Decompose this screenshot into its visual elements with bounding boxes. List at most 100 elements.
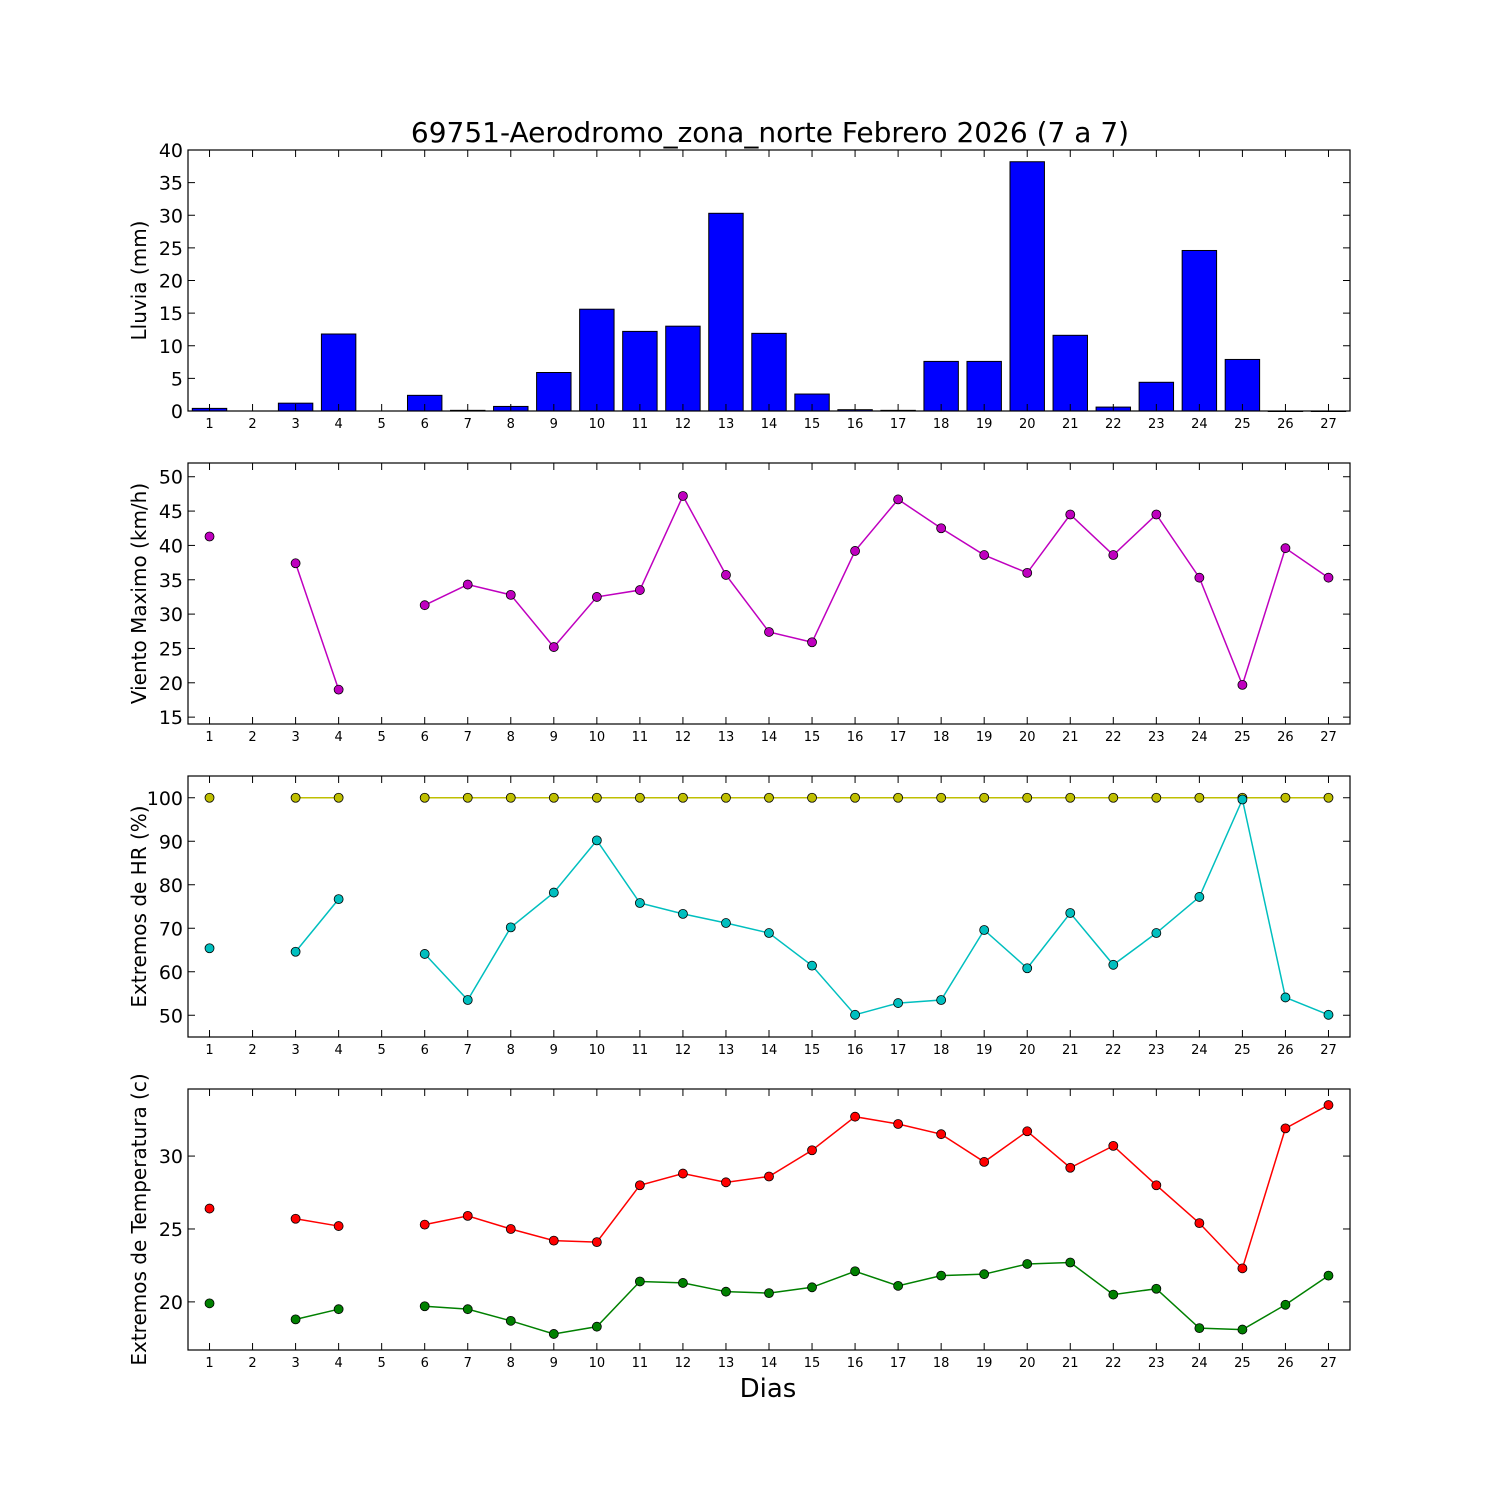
series-line: [295, 1261, 1329, 1335]
data-point: [936, 1270, 947, 1281]
x-tick-label: 15: [804, 730, 821, 745]
data-point: [1065, 1162, 1076, 1173]
data-point: [850, 546, 860, 556]
x-tick-label: 2: [248, 417, 256, 432]
bar: [1009, 161, 1045, 412]
x-tick-label: 11: [632, 1043, 649, 1058]
x-tick-label: 13: [718, 1043, 735, 1058]
y-tick-label: 35: [159, 173, 183, 195]
data-point: [721, 1286, 731, 1297]
y-axis-label: Lluvia (mm): [127, 221, 151, 341]
x-tick-label: 4: [334, 417, 342, 432]
series-line: [294, 494, 1329, 690]
y-tick-label: 45: [159, 501, 183, 523]
x-tick-label: 14: [761, 730, 778, 745]
data-point: [1323, 792, 1334, 803]
data-point: [850, 792, 860, 803]
x-tick-label: 8: [507, 1356, 515, 1371]
x-tick-label: 26: [1277, 1043, 1294, 1058]
x-tick-label: 24: [1191, 730, 1208, 745]
data-point: [1151, 1283, 1162, 1294]
x-tick-label: 4: [334, 1356, 342, 1371]
x-tick-label: 12: [675, 1043, 692, 1058]
x-tick-label: 3: [291, 1356, 299, 1371]
data-point: [1194, 572, 1205, 583]
data-point: [893, 998, 904, 1008]
x-tick-label: 12: [675, 730, 692, 745]
data-point: [764, 1171, 774, 1182]
bar: [1052, 334, 1088, 412]
data-point: [548, 642, 559, 652]
data-point: [419, 792, 430, 803]
x-tick-label: 13: [718, 1356, 735, 1371]
x-tick-label: 25: [1234, 1356, 1251, 1371]
data-point: [678, 491, 688, 501]
x-tick-label: 16: [847, 1043, 864, 1058]
data-point: [462, 1210, 473, 1221]
x-tick-label: 17: [890, 730, 907, 745]
x-tick-label: 18: [933, 417, 950, 432]
x-axis-label: Dias: [740, 1374, 797, 1404]
x-tick-label: 10: [589, 730, 606, 745]
data-point: [204, 792, 215, 803]
data-point: [678, 1278, 688, 1288]
x-tick-label: 5: [378, 1043, 386, 1058]
data-point: [290, 1213, 301, 1224]
bar: [708, 212, 744, 412]
data-point: [1151, 792, 1162, 803]
series-line: [295, 797, 1329, 1016]
x-tick-label: 26: [1277, 730, 1294, 745]
data-point: [936, 995, 947, 1005]
x-tick-label: 21: [1062, 1356, 1079, 1371]
data-point: [462, 792, 473, 803]
x-tick-label: 1: [205, 1043, 213, 1058]
data-point: [721, 570, 731, 580]
x-tick-label: 5: [378, 1356, 386, 1371]
x-tick-label: 15: [804, 417, 821, 432]
y-tick-label: 15: [159, 707, 183, 729]
data-point: [1323, 1100, 1334, 1110]
data-point: [1237, 679, 1248, 690]
x-tick-label: 20: [1019, 1356, 1036, 1371]
data-point: [807, 1282, 817, 1293]
data-point: [505, 1224, 516, 1234]
y-tick-label: 70: [159, 918, 183, 940]
x-tick-label: 15: [804, 1043, 821, 1058]
data-point: [1108, 550, 1119, 560]
data-point: [936, 1129, 947, 1140]
x-tick-label: 9: [550, 730, 558, 745]
data-point: [333, 1221, 344, 1231]
data-point: [462, 1304, 473, 1315]
y-tick-label: 80: [159, 875, 183, 897]
x-tick-label: 12: [675, 1356, 692, 1371]
data-point: [204, 943, 215, 954]
data-point: [419, 1301, 430, 1312]
x-tick-label: 24: [1191, 1043, 1208, 1058]
y-tick-label: 25: [159, 638, 183, 660]
x-tick-label: 14: [761, 417, 778, 432]
data-point: [290, 558, 301, 569]
data-point: [548, 1235, 559, 1246]
data-point: [1323, 572, 1334, 583]
bar: [320, 333, 357, 412]
chart-title: 69751-Aerodromo_zona_norte Febrero 2026 …: [411, 116, 1129, 149]
data-point: [807, 1145, 817, 1156]
x-tick-label: 23: [1148, 1043, 1165, 1058]
x-tick-label: 6: [421, 417, 429, 432]
x-tick-label: 3: [291, 417, 299, 432]
x-tick-label: 16: [847, 1356, 864, 1371]
x-tick-label: 18: [933, 1043, 950, 1058]
data-point: [333, 792, 344, 803]
data-point: [1280, 992, 1291, 1003]
y-tick-label: 5: [171, 368, 183, 390]
y-tick-label: 15: [159, 303, 183, 325]
data-point: [505, 1315, 516, 1326]
x-tick-label: 27: [1320, 1356, 1337, 1371]
data-point: [807, 960, 817, 971]
data-point: [1022, 963, 1033, 974]
x-tick-label: 21: [1062, 1043, 1079, 1058]
y-tick-label: 40: [159, 140, 183, 162]
data-point: [1065, 908, 1076, 918]
y-tick-label: 25: [159, 1219, 183, 1241]
